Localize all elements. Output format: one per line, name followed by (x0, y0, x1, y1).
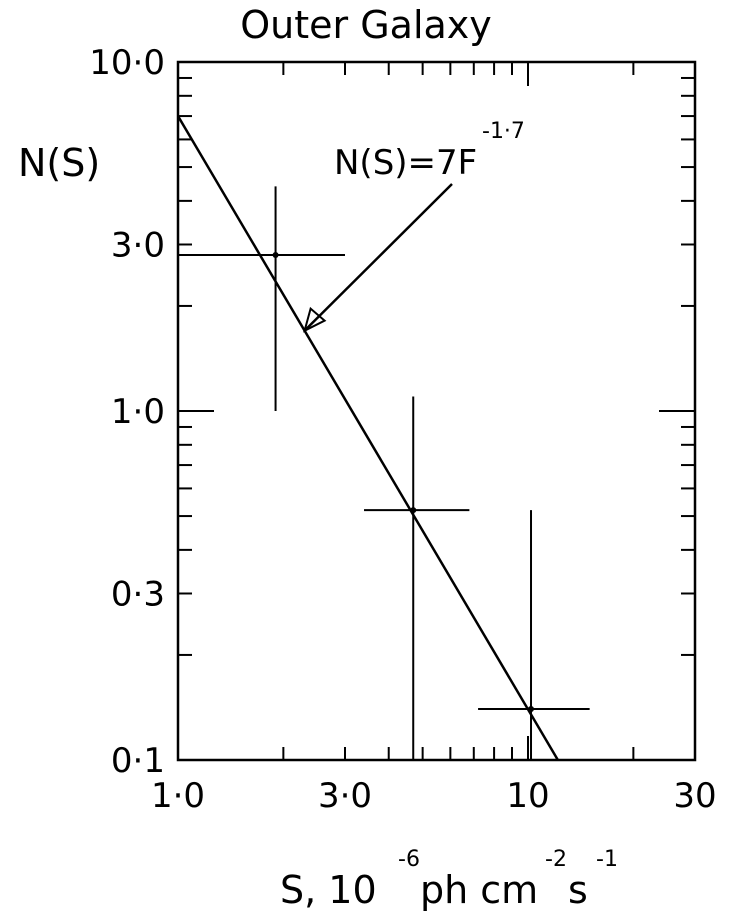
data-point (410, 507, 417, 514)
data-layer (176, 115, 590, 761)
x-axis-label-exp2: -2 (545, 847, 567, 872)
text-layer: Outer Galaxy N(S) N(S)=7F -1·7 S, 10 -6 … (18, 3, 717, 912)
x-tick-label: 3·0 (318, 776, 372, 816)
x-axis-label-exp1: -6 (398, 847, 420, 872)
x-tick-label: 30 (673, 776, 716, 816)
y-tick-label: 0·1 (111, 741, 165, 781)
fit-annotation-exponent: -1·7 (482, 119, 525, 144)
data-point (272, 251, 279, 258)
y-tick-label: 0·3 (111, 574, 165, 614)
x-tick-label: 1·0 (151, 776, 205, 816)
x-axis-label-unit2: s (568, 868, 588, 912)
chart-title: Outer Galaxy (240, 3, 492, 47)
y-tick-label: 3·0 (111, 225, 165, 265)
x-axis-label-exp3: -1 (596, 847, 618, 872)
fit-line (176, 115, 559, 761)
x-axis-label-base: S, 10 (280, 868, 377, 912)
y-axis-label: N(S) (18, 141, 100, 185)
y-tick-label: 10·0 (89, 43, 165, 83)
x-tick-label: 10 (506, 776, 549, 816)
x-axis-label-unit1: ph cm (420, 868, 538, 912)
fit-annotation-arrowhead (303, 306, 327, 333)
x-axis-label: S, 10 -6 ph cm -2 s -1 (280, 847, 618, 912)
y-tick-label: 1·0 (111, 392, 165, 432)
fit-annotation-arrow (303, 183, 453, 332)
data-point (528, 706, 535, 713)
fit-annotation-label: N(S)=7F (334, 143, 477, 183)
ticks-layer (177, 61, 696, 761)
